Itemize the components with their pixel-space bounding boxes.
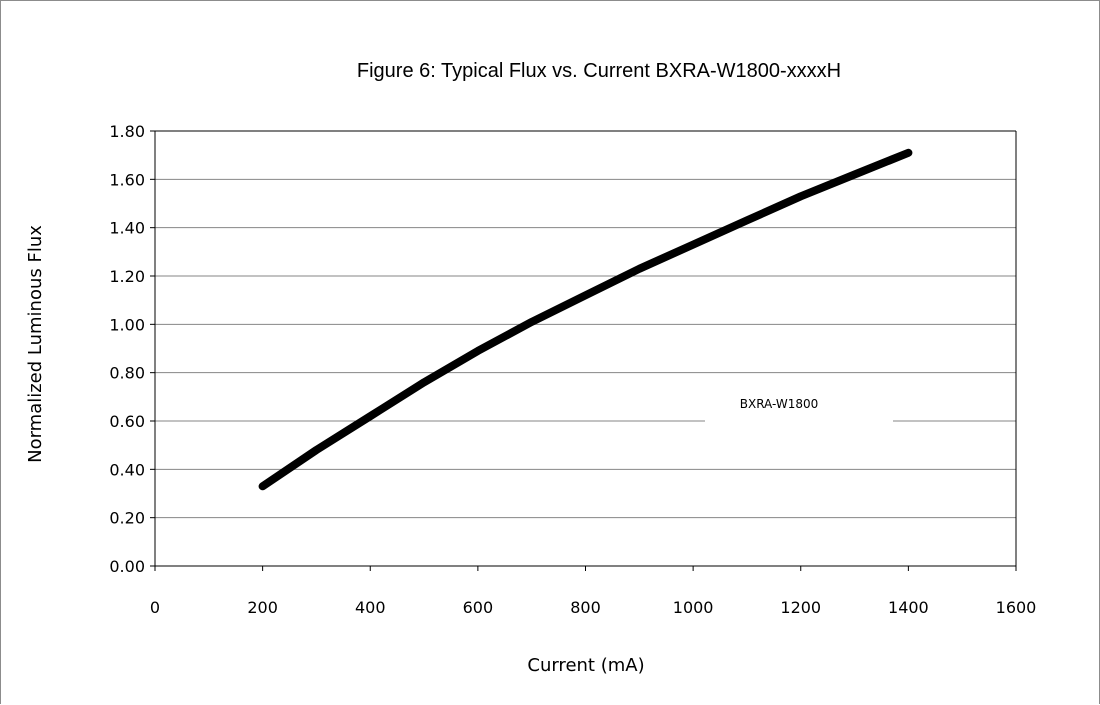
y-tick-label: 1.60 — [109, 170, 145, 189]
y-tick-label: 0.40 — [109, 460, 145, 479]
axes — [150, 130, 1017, 571]
y-tick-label: 1.20 — [109, 267, 145, 286]
series-layer — [258, 148, 913, 491]
y-axis-tick-labels: 0.00 0.20 0.40 0.60 0.80 1.00 1.20 1.40 1.60 1.80 — [109, 122, 145, 576]
x-tick-label: 400 — [355, 598, 386, 617]
legend-background — [705, 395, 893, 429]
x-tick-label: 1600 — [996, 598, 1037, 617]
y-tick-label: 1.00 — [109, 315, 145, 334]
x-axis-title: Current (mA) — [527, 655, 644, 676]
x-tick-label: 200 — [247, 598, 278, 617]
x-tick-label: 1200 — [780, 598, 821, 617]
chart-title: Figure 6: Typical Flux vs. Current BXRA-… — [357, 60, 841, 82]
legend: BXRA-W1800 — [705, 395, 893, 429]
x-tick-label: 800 — [570, 598, 601, 617]
legend-entry-label: BXRA-W1800 — [740, 397, 819, 411]
y-tick-label: 1.40 — [109, 219, 145, 238]
gridlines — [155, 130, 1016, 519]
y-tick-label: 0.60 — [109, 412, 145, 431]
y-tick-label: 0.20 — [109, 509, 145, 528]
y-tick-label: 0.80 — [109, 364, 145, 383]
y-tick-label: 0.00 — [109, 557, 145, 576]
x-tick-label: 600 — [463, 598, 494, 617]
x-axis-tick-labels: 0 200 400 600 800 1000 1200 1400 1600 — [150, 598, 1036, 617]
y-axis-title: Normalized Luminous Flux — [25, 225, 46, 463]
x-tick-label: 1000 — [673, 598, 714, 617]
series-line-bxra-w1800 — [258, 148, 913, 491]
y-tick-label: 1.80 — [109, 122, 145, 141]
x-tick-label: 1400 — [888, 598, 929, 617]
x-tick-label: 0 — [150, 598, 160, 617]
